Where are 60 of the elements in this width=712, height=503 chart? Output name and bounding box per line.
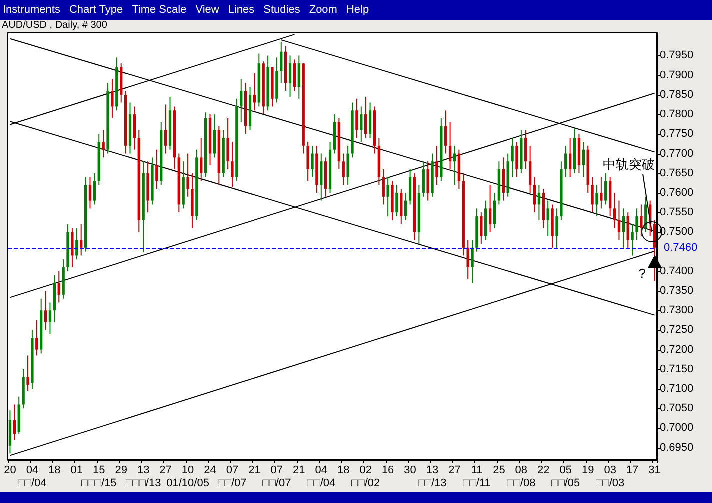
x-tick-label: 11 □□/11: [463, 464, 491, 490]
text: Zoom: [309, 4, 338, 16]
x-tick-label: 07 □□/07: [218, 464, 247, 490]
x-tick-label: 07 □□/07: [262, 464, 292, 490]
y-tick-label: 0.6950: [660, 442, 694, 454]
text: View: [196, 4, 220, 16]
text: Studies: [264, 4, 300, 16]
x-tick-label: 13 □□□/13: [126, 464, 162, 490]
y-tick-label: 0.7400: [660, 265, 694, 278]
text: Lines: [228, 4, 255, 16]
y-tick-label: 0.7750: [660, 128, 694, 140]
x-tick-label: 04 □□/04: [307, 464, 336, 490]
x-tick-label: 31: [648, 464, 661, 476]
x-tick-label: 15 □□□/15: [82, 464, 117, 490]
x-tick-label: 04 □□/04: [18, 464, 47, 490]
y-tick-label: 0.7300: [660, 304, 694, 317]
y-tick-label: 0.7200: [660, 344, 694, 356]
annotation: ?: [638, 266, 646, 281]
x-tick-label: 27: [160, 464, 172, 476]
x-tick-label: 18: [337, 464, 350, 476]
y-tick-label: 0.7050: [660, 402, 694, 415]
y-tick-label: 0.7950: [660, 50, 694, 62]
text: Help: [346, 4, 370, 16]
y-tick-label: 0.7900: [660, 69, 694, 82]
x-tick-label: 17: [626, 464, 639, 476]
y-tick-label: 0.7350: [660, 285, 694, 298]
x-tick-label: 18: [48, 464, 61, 476]
annotation: 中轨突破: [602, 156, 655, 172]
x-tick-label: 02 □□/02: [352, 464, 380, 490]
y-tick-label: 0.7650: [660, 167, 694, 180]
y-tick-label: 0.7850: [660, 88, 694, 101]
y-tick-label: 0.7250: [660, 324, 694, 336]
x-tick-label: 13 □□/13: [418, 464, 447, 490]
y-tick-label: 0.7700: [660, 148, 694, 160]
x-tick-label: 25: [493, 464, 506, 476]
x-tick-label: 05 □□/05: [552, 464, 580, 490]
x-tick-label: 24: [204, 464, 216, 476]
x-tick-label: 03 □□/03: [596, 464, 625, 490]
x-tick-label: 19: [582, 464, 594, 476]
x-tick-label: 29: [115, 464, 128, 476]
chart-title: AUD/USD , Daily, # 300: [2, 20, 108, 31]
y-tick-label: 0.7000: [660, 422, 694, 434]
x-tick-label: 08 □□/08: [507, 464, 536, 490]
text: Time Scale: [132, 4, 187, 16]
y-tick-label: 0.7150: [660, 363, 694, 376]
x-tick-label: 21: [293, 464, 306, 476]
y-tick-label: 0.7600: [660, 186, 694, 199]
x-tick-label: 21: [248, 464, 261, 476]
x-tick-label: 20: [4, 464, 16, 476]
x-tick-label: 01: [70, 464, 84, 476]
x-tick-label: 22: [538, 464, 550, 476]
y-tick-label: 0.7800: [660, 108, 694, 121]
ref-line-label: 0.7460: [664, 242, 698, 254]
x-tick-label: 16: [382, 464, 394, 476]
text: Instruments: [3, 4, 60, 16]
x-tick-label: 27: [448, 464, 461, 476]
text: Chart Type: [69, 4, 124, 16]
x-tick-label: 30: [404, 464, 416, 476]
y-tick-label: 0.7550: [660, 206, 694, 219]
y-tick-label: 0.7100: [660, 383, 694, 396]
